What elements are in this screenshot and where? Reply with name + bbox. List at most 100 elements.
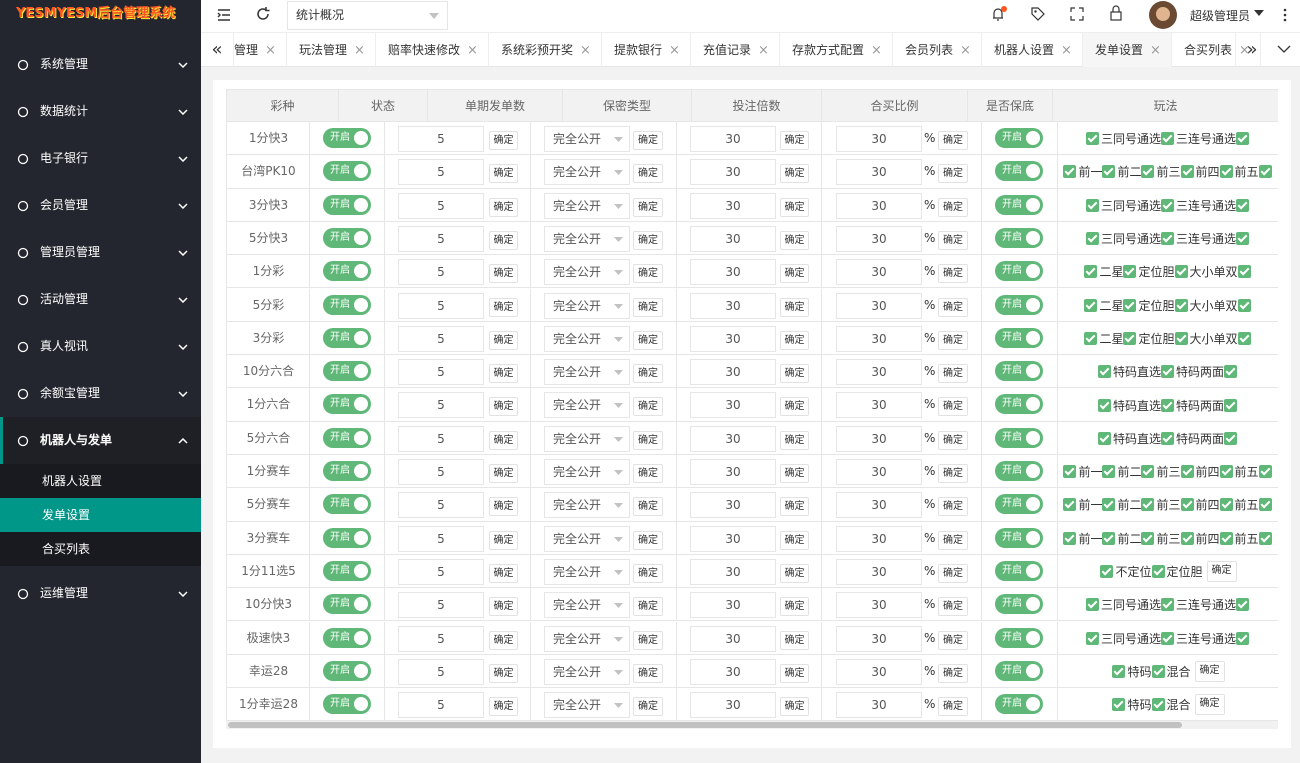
secrecy-select[interactable]: 完全公开 bbox=[544, 558, 630, 585]
secrecy-select[interactable]: 完全公开 bbox=[544, 425, 630, 452]
secrecy-select[interactable]: 完全公开 bbox=[544, 192, 630, 219]
secrecy-select[interactable]: 完全公开 bbox=[544, 459, 630, 485]
checkbox[interactable] bbox=[1085, 198, 1099, 212]
multiple-input[interactable]: 30 bbox=[690, 259, 776, 286]
tab[interactable]: 赔率快速修改 × bbox=[376, 33, 489, 67]
secrecy-select[interactable]: 完全公开 bbox=[544, 325, 630, 352]
secrecy-select[interactable]: 完全公开 bbox=[544, 658, 630, 685]
tab[interactable]: 存款方式配置 × bbox=[780, 33, 893, 67]
more[interactable] bbox=[1283, 8, 1287, 22]
confirm-button[interactable]: 确定 bbox=[489, 697, 518, 717]
ratio-input[interactable]: 30 bbox=[836, 459, 922, 485]
ratio-input[interactable]: 30 bbox=[836, 225, 922, 252]
confirm-button[interactable]: 确定 bbox=[780, 697, 809, 717]
switch[interactable]: 开启 bbox=[323, 527, 371, 548]
checkbox[interactable] bbox=[1236, 132, 1250, 146]
ratio-input[interactable]: 30 bbox=[836, 292, 922, 319]
checkbox[interactable] bbox=[1141, 465, 1155, 479]
multiple-input[interactable]: 30 bbox=[690, 525, 776, 552]
confirm-button[interactable]: 确定 bbox=[780, 597, 809, 617]
tab-close[interactable]: × bbox=[354, 43, 365, 58]
submenu-item[interactable]: 合买列表 bbox=[42, 542, 91, 556]
checkbox[interactable] bbox=[1174, 298, 1188, 312]
confirm-button[interactable]: 确定 bbox=[633, 330, 663, 350]
confirm-button[interactable]: 确定 bbox=[780, 197, 809, 217]
fullscreen[interactable] bbox=[1070, 7, 1084, 21]
checkbox[interactable] bbox=[1219, 498, 1233, 512]
secrecy-select[interactable]: 完全公开 bbox=[544, 359, 630, 386]
confirm-button[interactable]: 确定 bbox=[489, 264, 518, 284]
ratio-input[interactable]: 30 bbox=[836, 192, 922, 219]
refresh[interactable] bbox=[256, 7, 270, 21]
ratio-input[interactable]: 30 bbox=[836, 558, 922, 585]
checkbox[interactable] bbox=[1236, 598, 1250, 612]
tab[interactable]: 充值记录 × bbox=[691, 33, 780, 67]
confirm-button[interactable]: 确定 bbox=[938, 197, 968, 217]
tab[interactable]: 机器人设置 × bbox=[982, 33, 1083, 67]
menu-item[interactable]: 电子银行 bbox=[40, 151, 89, 165]
confirm-button[interactable]: 确定 bbox=[489, 497, 518, 517]
checkbox[interactable] bbox=[1237, 265, 1251, 279]
switch[interactable]: 开启 bbox=[323, 660, 371, 681]
checkbox[interactable] bbox=[1123, 331, 1137, 345]
switch[interactable]: 开启 bbox=[323, 227, 371, 248]
confirm-button[interactable]: 确定 bbox=[938, 430, 968, 450]
menu-item[interactable]: 数据统计 bbox=[40, 104, 89, 118]
checkbox[interactable] bbox=[1161, 598, 1174, 612]
switch[interactable]: 开启 bbox=[323, 294, 371, 315]
confirm-button[interactable]: 确定 bbox=[489, 464, 518, 483]
checkbox[interactable] bbox=[1224, 365, 1238, 379]
checkbox[interactable] bbox=[1180, 498, 1194, 512]
switch[interactable]: 开启 bbox=[323, 694, 371, 715]
confirm-button[interactable]: 确定 bbox=[938, 563, 968, 583]
checkbox[interactable] bbox=[1141, 531, 1155, 545]
secrecy-select[interactable]: 完全公开 bbox=[544, 126, 630, 152]
switch[interactable]: 开启 bbox=[995, 327, 1043, 348]
select[interactable]: 统计概况 bbox=[287, 1, 448, 30]
menu-toggle[interactable] bbox=[217, 8, 231, 22]
switch[interactable]: 开启 bbox=[995, 694, 1043, 715]
confirm-button[interactable]: 确定 bbox=[633, 131, 663, 150]
switch[interactable]: 开启 bbox=[995, 261, 1043, 282]
switch[interactable]: 开启 bbox=[323, 594, 371, 615]
checkbox[interactable] bbox=[1084, 331, 1098, 345]
switch[interactable]: 开启 bbox=[323, 560, 371, 581]
tab-close[interactable]: × bbox=[467, 43, 478, 58]
confirm-button[interactable]: 确定 bbox=[938, 497, 968, 517]
tab-close[interactable]: × bbox=[871, 43, 882, 58]
switch[interactable]: 开启 bbox=[995, 494, 1043, 515]
checkbox[interactable] bbox=[1237, 331, 1251, 345]
switch[interactable]: 开启 bbox=[323, 427, 371, 448]
scroll-thumb[interactable] bbox=[228, 722, 1182, 728]
multiple-input[interactable]: 30 bbox=[690, 359, 776, 386]
checkbox[interactable] bbox=[1097, 398, 1111, 412]
confirm-button[interactable]: 确定 bbox=[1194, 660, 1225, 682]
tab[interactable]: 合买列表 × bbox=[1172, 33, 1261, 67]
menu-item[interactable]: 会员管理 bbox=[40, 198, 89, 212]
count-input[interactable]: 5 bbox=[398, 325, 484, 352]
confirm-button[interactable]: 确定 bbox=[938, 230, 968, 250]
checkbox[interactable] bbox=[1161, 431, 1174, 445]
confirm-button[interactable]: 确定 bbox=[633, 197, 663, 217]
confirm-button[interactable]: 确定 bbox=[780, 630, 809, 650]
checkbox[interactable] bbox=[1100, 565, 1114, 579]
count-input[interactable]: 5 bbox=[398, 492, 484, 519]
multiple-input[interactable]: 30 bbox=[690, 126, 776, 152]
confirm-button[interactable]: 确定 bbox=[938, 630, 968, 650]
confirm-button[interactable]: 确定 bbox=[633, 630, 663, 650]
confirm-button[interactable]: 确定 bbox=[489, 131, 518, 150]
checkbox[interactable] bbox=[1085, 631, 1099, 645]
ratio-input[interactable]: 30 bbox=[836, 359, 922, 386]
confirm-button[interactable]: 确定 bbox=[633, 697, 663, 717]
count-input[interactable]: 5 bbox=[398, 359, 484, 386]
menu-item[interactable]: 真人视讯 bbox=[40, 339, 89, 353]
tab-close[interactable]: × bbox=[669, 43, 680, 58]
menu-item[interactable]: 机器人与发单 bbox=[0, 417, 201, 464]
checkbox[interactable] bbox=[1084, 265, 1098, 279]
multiple-input[interactable]: 30 bbox=[690, 459, 776, 485]
tab-close[interactable]: × bbox=[1239, 43, 1250, 58]
confirm-button[interactable]: 确定 bbox=[633, 530, 663, 550]
submenu-item[interactable]: 机器人设置 bbox=[42, 474, 103, 488]
switch[interactable]: 开启 bbox=[323, 327, 371, 348]
confirm-button[interactable]: 确定 bbox=[633, 397, 663, 417]
